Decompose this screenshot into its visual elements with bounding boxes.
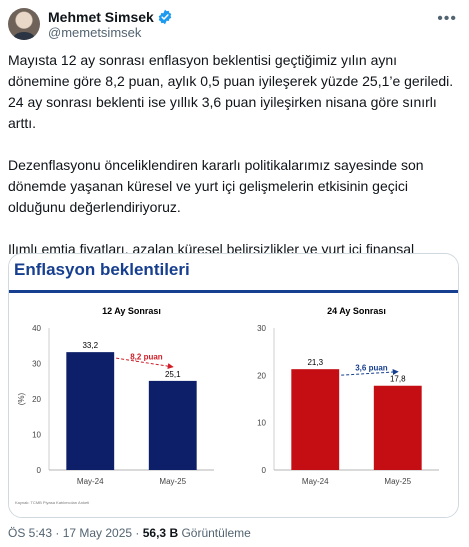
chart-title: 12 Ay Sonrası — [102, 306, 161, 316]
y-tick-label: 30 — [32, 360, 41, 369]
bar-May-24 — [291, 369, 340, 470]
view-label: Görüntüleme — [181, 526, 251, 540]
more-options-icon[interactable]: ••• — [437, 10, 457, 27]
bar-May-24 — [66, 352, 115, 470]
change-arrow — [116, 357, 174, 370]
title-divider — [9, 290, 458, 293]
change-annotation: 8,2 puan — [130, 353, 163, 362]
chart-12-ay: 12 Ay Sonrası 0 10 20 30 40 (%) 33,2 May-24 25,1 M… — [17, 306, 214, 486]
author-name[interactable]: Mehmet Simsek — [48, 9, 154, 25]
x-tick-label: May-24 — [302, 477, 329, 486]
tweet-footer: ÖS 5:43 · 17 May 2025 · 56,3 B Görüntüle… — [8, 526, 251, 540]
bar-May-25 — [148, 380, 197, 470]
avatar[interactable] — [8, 8, 40, 40]
tweet-paragraph-2: Dezenflasyonu önceliklendiren kararlı po… — [8, 157, 424, 215]
y-tick-label: 10 — [32, 431, 41, 440]
y-tick-label: 20 — [32, 395, 41, 404]
verified-badge-icon — [158, 9, 172, 25]
x-tick-label: May-24 — [77, 477, 104, 486]
data-label: 17,8 — [390, 375, 406, 384]
tweet-timestamp[interactable]: ÖS 5:43 · 17 May 2025 · — [8, 526, 140, 540]
inflation-infographic: Enflasyon beklentileri 12 Ay Sonrası 0 10 2… — [9, 254, 458, 517]
x-tick-label: May-25 — [159, 477, 186, 486]
data-label: 33,2 — [82, 341, 98, 350]
data-label: 25,1 — [165, 370, 181, 379]
author-handle[interactable]: @memetsimsek — [48, 25, 142, 40]
source-note: Kaynak: TCMB Piyasa Katılımcıları Anketi — [15, 500, 90, 505]
bar-May-25 — [373, 385, 422, 470]
y-tick-label: 10 — [257, 419, 266, 428]
x-tick-label: May-25 — [384, 477, 411, 486]
y-tick-label: 20 — [257, 371, 266, 380]
chart-24-ay: 24 Ay Sonrası 0 10 20 30 21,3 May-24 17,8 May-25… — [257, 306, 439, 486]
y-tick-label: 40 — [32, 324, 41, 333]
tweet-media-card[interactable]: Enflasyon beklentileri 12 Ay Sonrası 0 10 2… — [8, 253, 459, 518]
change-annotation: 3,6 puan — [355, 363, 388, 372]
y-axis-label: (%) — [17, 392, 26, 405]
data-label: 21,3 — [307, 358, 323, 367]
y-tick-label: 0 — [37, 466, 42, 475]
view-count: 56,3 B — [142, 526, 179, 540]
y-tick-label: 0 — [262, 466, 267, 475]
change-arrow — [341, 369, 399, 376]
tweet-paragraph-1: Mayısta 12 ay sonrası enflasyon beklenti… — [8, 52, 454, 131]
infographic-title: Enflasyon beklentileri — [14, 260, 190, 279]
chart-title: 24 Ay Sonrası — [327, 306, 386, 316]
author-block: Mehmet Simsek @memetsimsek — [48, 8, 173, 41]
y-tick-label: 30 — [257, 324, 266, 333]
tweet-header: Mehmet Simsek @memetsimsek ••• — [8, 8, 461, 40]
